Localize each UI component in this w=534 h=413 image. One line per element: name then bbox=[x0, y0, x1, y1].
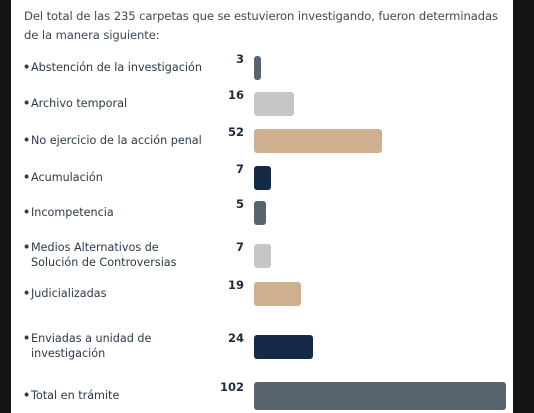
category-label-line: Enviadas a unidad de bbox=[31, 332, 152, 345]
bullet-icon: • bbox=[23, 60, 31, 74]
bullet-icon: • bbox=[23, 286, 31, 300]
category-label-line: Abstención de la investigación bbox=[31, 60, 202, 74]
bullet-icon: • bbox=[23, 241, 31, 254]
category-label: • Incompetencia bbox=[23, 205, 241, 220]
value-label: 52 bbox=[227, 125, 244, 139]
bar bbox=[254, 201, 266, 225]
bullet-icon: • bbox=[23, 96, 31, 110]
category-label-line: No ejercicio de la acción penal bbox=[31, 133, 202, 147]
category-label: • Archivo temporal bbox=[23, 96, 241, 111]
category-label: • Total en trámite bbox=[23, 388, 241, 403]
bar bbox=[254, 92, 294, 116]
bullet-icon: • bbox=[23, 388, 31, 402]
bullet-icon: • bbox=[23, 205, 31, 219]
bar bbox=[254, 382, 506, 410]
category-label-line: Medios Alternativos de bbox=[31, 241, 159, 254]
category-label: • Judicializadas bbox=[23, 286, 241, 301]
bar bbox=[254, 335, 313, 359]
bar bbox=[254, 282, 301, 306]
bullet-icon: • bbox=[23, 332, 31, 345]
chart-panel: Del total de las 235 carpetas que se est… bbox=[11, 0, 513, 413]
bullet-icon: • bbox=[23, 133, 31, 147]
value-label: 24 bbox=[227, 331, 244, 345]
bar bbox=[254, 129, 382, 153]
bar bbox=[254, 244, 271, 268]
category-label: • Enviadas a unidad de investigación bbox=[23, 331, 241, 361]
value-label: 3 bbox=[235, 52, 244, 66]
category-label: • Medios Alternativos de Solución de Contr… bbox=[23, 240, 241, 270]
category-label-line: Judicializadas bbox=[31, 286, 107, 300]
category-label-line: investigación bbox=[31, 347, 106, 360]
category-label-line: Acumulación bbox=[31, 170, 103, 184]
bar bbox=[254, 56, 261, 80]
category-label-line: Incompetencia bbox=[31, 205, 114, 219]
category-label: • Abstención de la investigación bbox=[23, 60, 241, 75]
bar bbox=[254, 166, 271, 190]
value-label: 7 bbox=[235, 240, 244, 254]
bullet-icon: • bbox=[23, 170, 31, 184]
category-label-line: Solución de Controversias bbox=[31, 256, 177, 269]
category-label-line: Total en trámite bbox=[31, 388, 120, 402]
value-label: 5 bbox=[235, 197, 244, 211]
category-label: • No ejercicio de la acción penal bbox=[23, 133, 241, 148]
value-label: 102 bbox=[219, 380, 244, 394]
category-label: • Acumulación bbox=[23, 170, 241, 185]
value-label: 19 bbox=[227, 278, 244, 292]
value-label: 16 bbox=[227, 88, 244, 102]
value-label: 7 bbox=[235, 162, 244, 176]
intro-text: Del total de las 235 carpetas que se est… bbox=[24, 9, 498, 42]
category-label-line: Archivo temporal bbox=[31, 96, 128, 110]
